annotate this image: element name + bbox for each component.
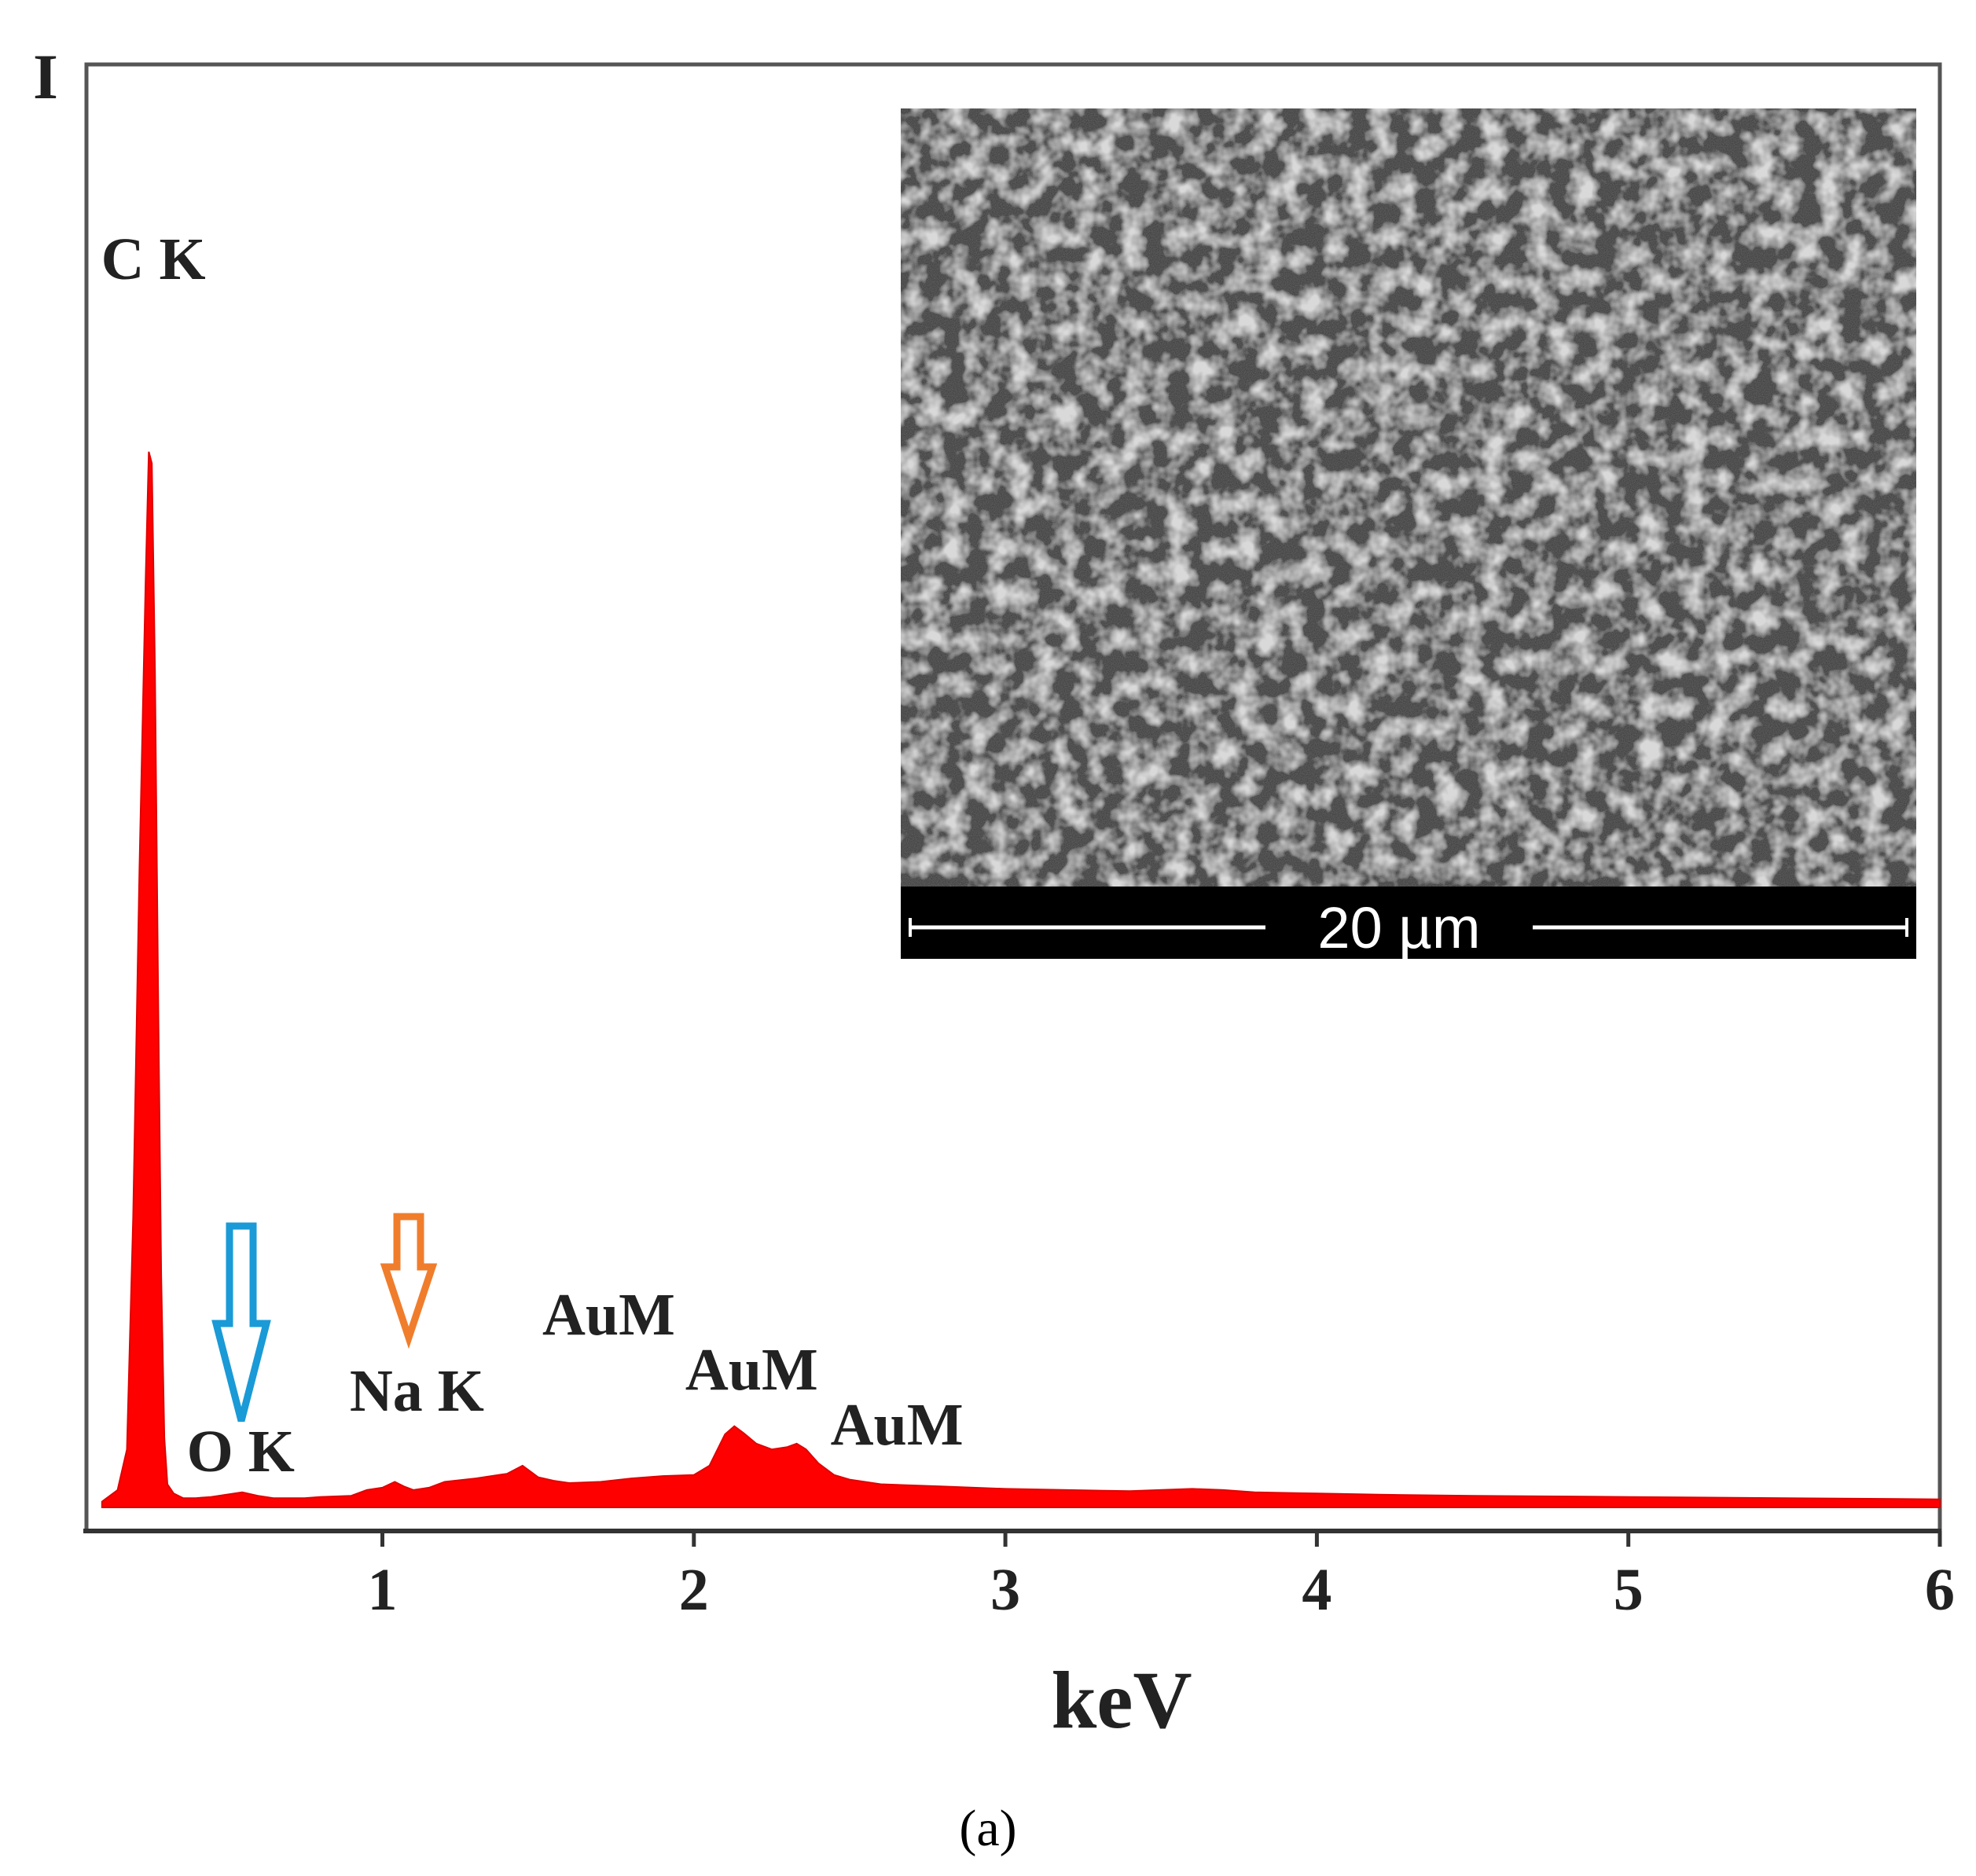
y-axis-label: I: [33, 41, 58, 112]
x-tick-label: 1: [367, 1557, 397, 1623]
arrow-na-k-icon: [380, 1213, 438, 1349]
peak-label: C K: [101, 226, 206, 292]
peak-markers: [211, 1213, 438, 1423]
peak-label: AuM: [542, 1282, 675, 1348]
scale-bar-label: 20 µm: [1317, 895, 1480, 960]
scale-bar-strip: [901, 887, 1916, 959]
x-tick-label: 5: [1614, 1557, 1644, 1623]
x-ticks: 1 2 3 4 5 6: [367, 1531, 1955, 1623]
arrow-o-k-icon: [211, 1222, 271, 1423]
x-tick-label: 4: [1302, 1557, 1331, 1623]
x-tick-label: 2: [679, 1557, 709, 1623]
x-axis-label: keV: [1051, 1655, 1192, 1746]
sem-inset: 20 µm: [901, 108, 1916, 960]
peak-label: AuM: [831, 1392, 964, 1458]
peak-label: AuM: [685, 1337, 818, 1403]
figure-caption: (a): [959, 1800, 1016, 1857]
x-tick-label: 3: [990, 1557, 1020, 1623]
micrograph-image: [901, 108, 1916, 887]
x-tick-label: 6: [1925, 1557, 1955, 1623]
peak-label: O K: [187, 1419, 295, 1485]
peak-label: Na K: [350, 1358, 484, 1424]
series-spectrum-area: [101, 451, 1941, 1508]
